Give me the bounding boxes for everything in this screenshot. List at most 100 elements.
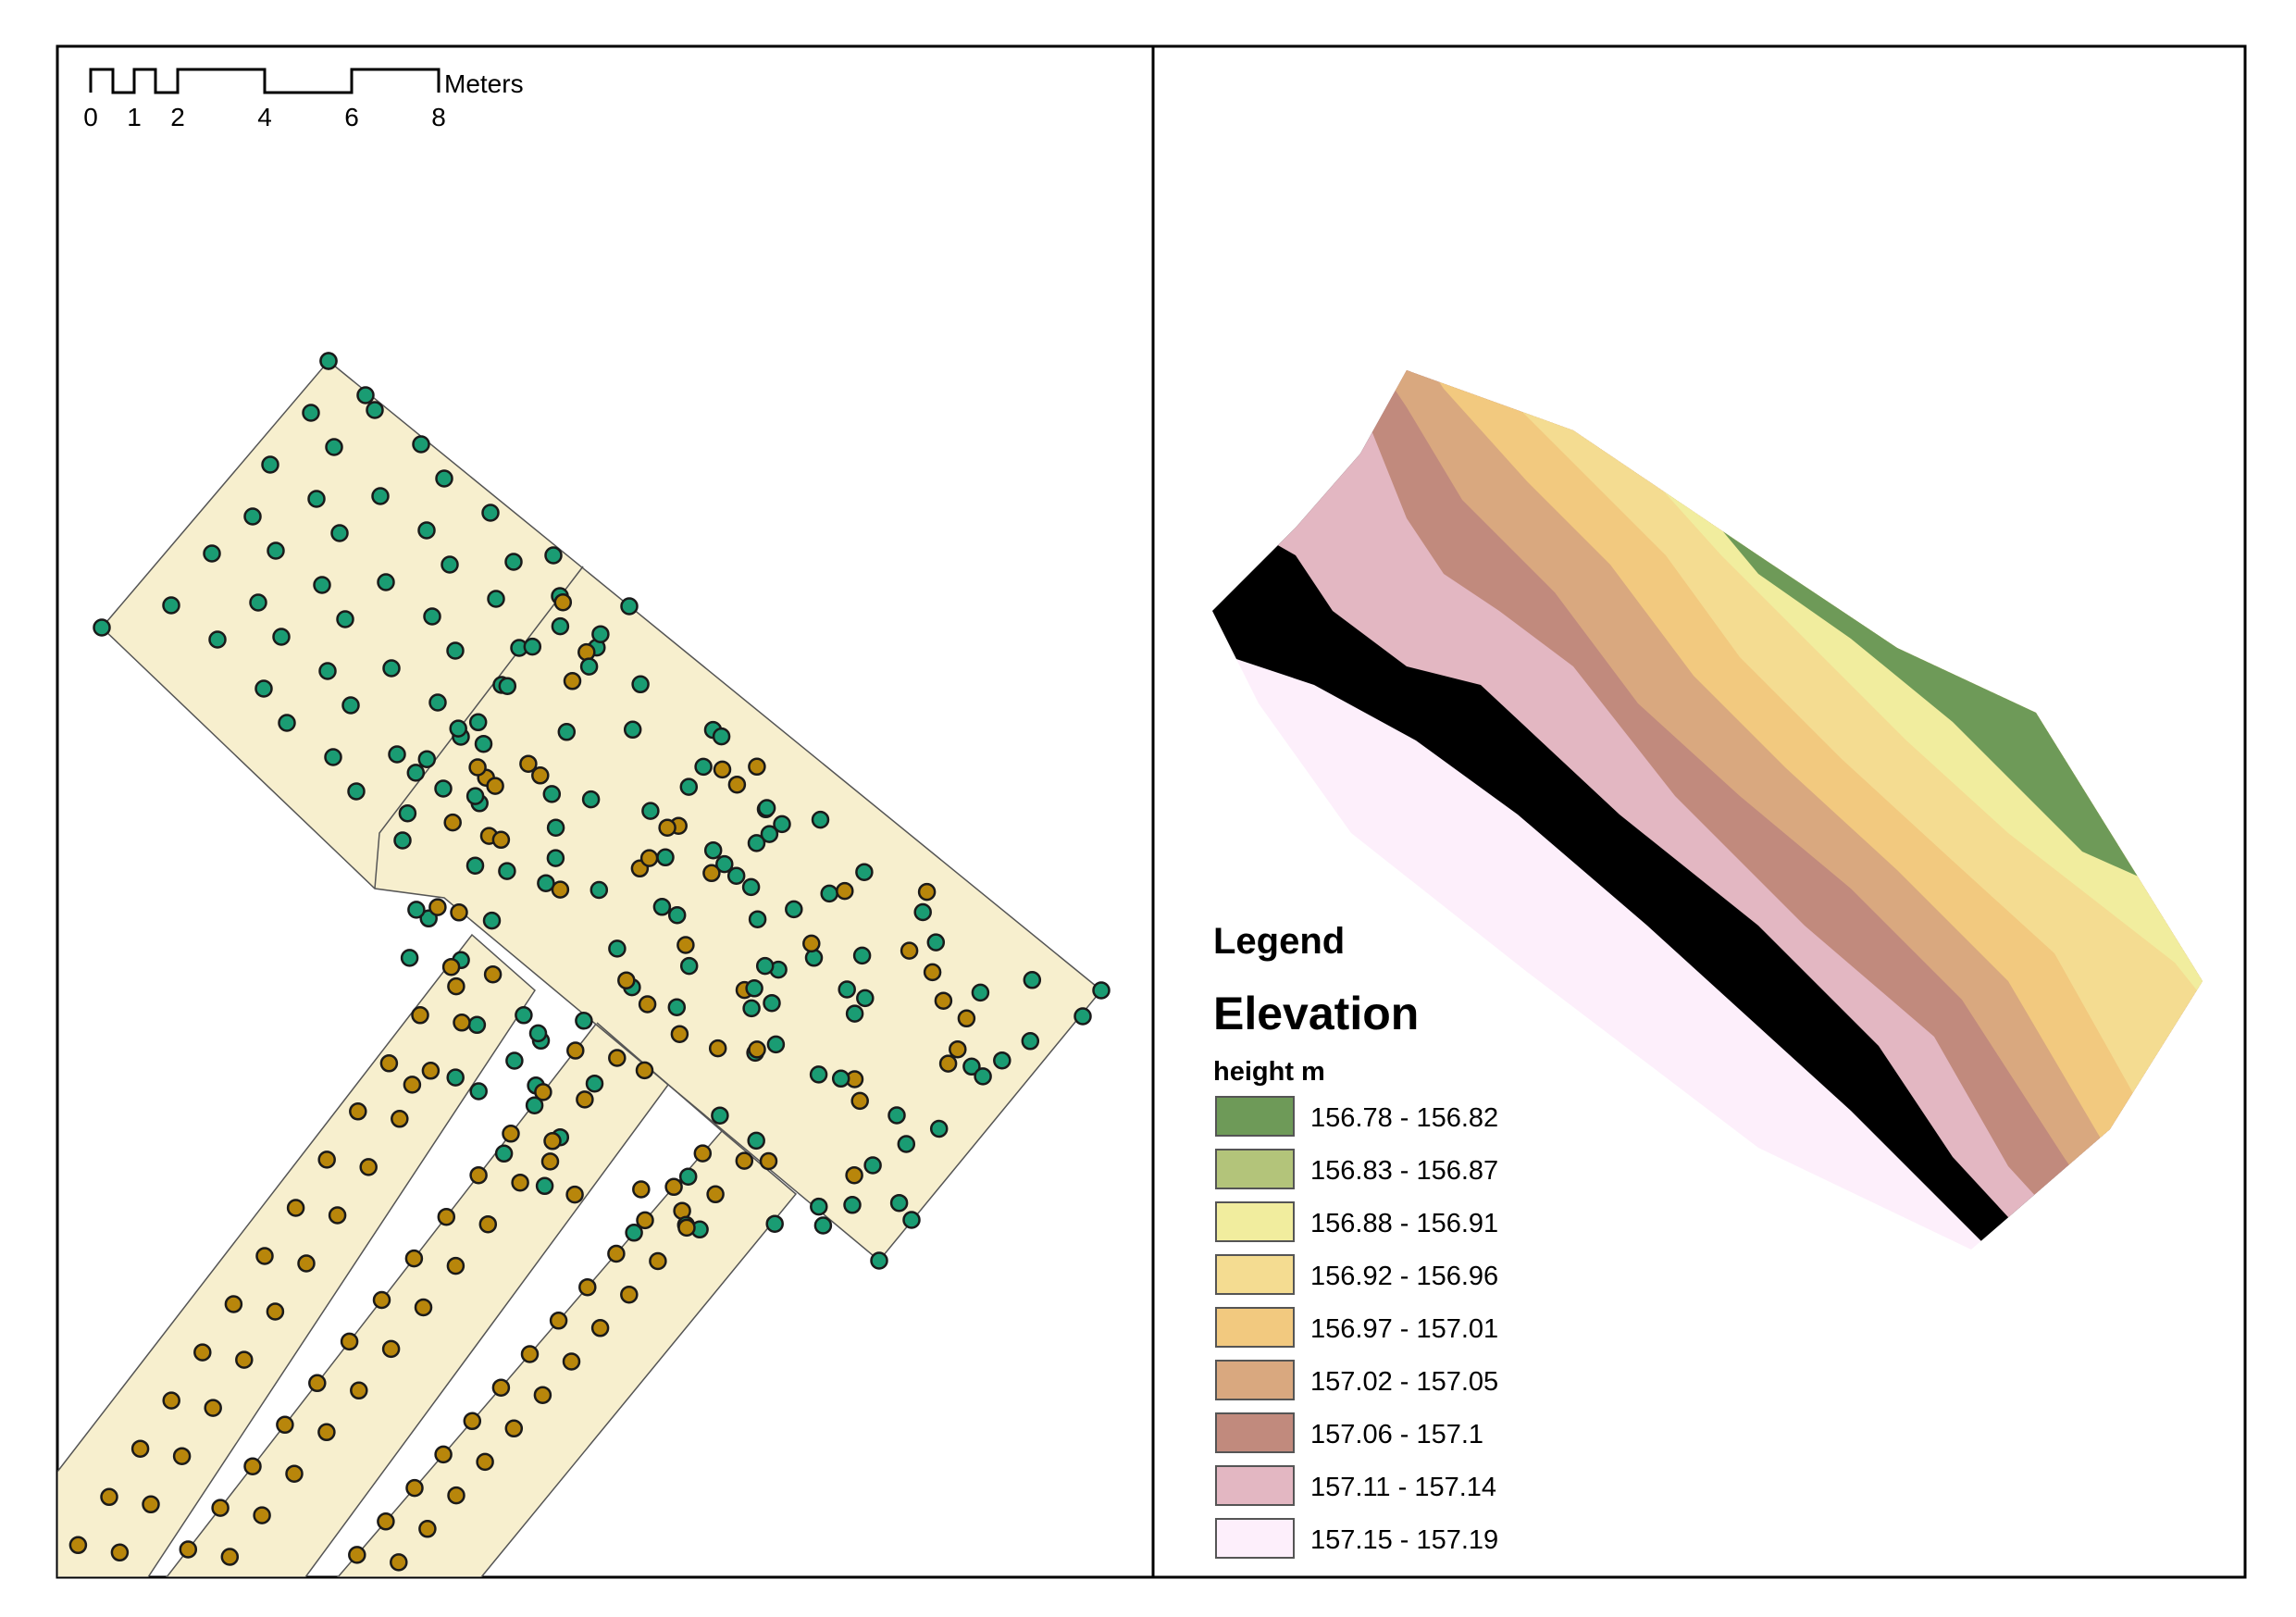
sample-point — [511, 1173, 529, 1192]
sample-point — [607, 1244, 626, 1263]
sample-point — [850, 1091, 869, 1111]
sample-point — [765, 1214, 784, 1233]
sample-point — [563, 672, 582, 690]
sample-point — [887, 1106, 906, 1125]
sample-points — [68, 352, 1111, 1572]
legend-class-label: 156.92 - 156.96 — [1310, 1262, 1498, 1291]
sample-point — [482, 911, 502, 930]
sample-point — [843, 1196, 862, 1214]
sample-point — [341, 696, 360, 715]
sample-point — [255, 1247, 274, 1265]
sample-point — [553, 592, 573, 612]
sample-point — [243, 1457, 262, 1475]
sample-point — [286, 1199, 305, 1217]
sample-point — [520, 1345, 540, 1363]
sample-point — [494, 1144, 514, 1163]
sample-point — [748, 757, 766, 777]
sample-point — [486, 777, 504, 795]
sample-point — [1074, 1007, 1092, 1026]
sample-point — [706, 1185, 725, 1204]
sample-point — [590, 880, 609, 900]
sample-point — [820, 884, 838, 903]
sample-point — [478, 1214, 498, 1234]
sample-point — [318, 662, 337, 680]
sample-point — [382, 659, 401, 678]
sample-point — [317, 1151, 336, 1169]
sample-point — [608, 1049, 627, 1067]
sample-point — [515, 1006, 533, 1025]
sample-point — [487, 590, 505, 608]
sample-point — [694, 757, 713, 777]
sample-point — [1092, 981, 1111, 1000]
sample-point — [446, 1068, 465, 1087]
sample-point — [845, 1165, 863, 1185]
sample-point — [836, 881, 854, 901]
sample-point — [667, 905, 687, 925]
sample-point — [417, 750, 437, 768]
sample-point — [923, 963, 942, 982]
sample-point — [544, 546, 563, 565]
scale-tick-label: 1 — [127, 103, 142, 131]
sample-point — [437, 1207, 456, 1226]
sample-point — [404, 1249, 424, 1268]
sample-point — [350, 1381, 368, 1400]
sample-point — [763, 993, 781, 1013]
sample-point — [379, 1054, 399, 1073]
sample-point — [856, 989, 875, 1008]
sample-point — [631, 675, 650, 694]
sample-point — [450, 903, 468, 922]
legend-title: Legend — [1213, 921, 1345, 962]
legend-swatch — [1215, 1465, 1295, 1506]
sample-point — [220, 1548, 240, 1566]
sample-point — [476, 1452, 494, 1472]
sample-point — [897, 1135, 916, 1153]
sample-point — [670, 1025, 689, 1043]
sample-point — [377, 1512, 395, 1531]
sample-point — [504, 1419, 524, 1438]
sample-point — [463, 1412, 482, 1431]
legend-swatch — [1215, 1307, 1295, 1348]
elevation-surface — [1212, 370, 2203, 1250]
sample-point — [581, 790, 601, 809]
legend-swatch — [1215, 1201, 1295, 1242]
sample-point — [468, 758, 487, 777]
sample-point — [498, 677, 517, 695]
sample-point — [649, 1251, 667, 1271]
sample-point — [679, 956, 699, 976]
legend-layer-name: Elevation — [1213, 988, 1419, 1039]
sample-point — [491, 1378, 511, 1397]
scale-tick-label: 8 — [431, 103, 446, 131]
sample-point — [390, 1553, 408, 1572]
sample-point — [811, 810, 830, 829]
sample-point — [142, 1495, 160, 1514]
sample-point — [434, 779, 453, 798]
sample-point — [971, 983, 990, 1002]
legend-class-label: 156.88 - 156.91 — [1310, 1209, 1498, 1238]
sample-point — [632, 1180, 651, 1199]
sample-point — [679, 777, 699, 796]
sample-point — [667, 998, 687, 1016]
sample-point — [838, 980, 856, 999]
sample-point — [467, 1015, 487, 1035]
legend-swatch — [1215, 1412, 1295, 1453]
sample-point — [465, 856, 485, 875]
sample-point — [715, 854, 734, 874]
sample-point — [469, 1165, 488, 1185]
sample-point — [417, 521, 436, 540]
sample-point — [759, 1151, 778, 1171]
sample-point — [702, 864, 721, 883]
sample-point — [162, 1391, 180, 1410]
sample-point — [748, 910, 767, 928]
sample-point — [93, 618, 111, 637]
sample-point — [676, 936, 695, 954]
sample-point — [542, 785, 562, 803]
sample-point — [372, 1290, 391, 1310]
sample-point — [261, 455, 279, 474]
sample-point — [204, 1399, 222, 1417]
sample-point — [929, 1119, 949, 1138]
map-frame — [56, 44, 2247, 1579]
sample-point — [742, 999, 761, 1018]
sample-point — [68, 1536, 88, 1555]
legend-swatch — [1215, 1149, 1295, 1189]
sample-point — [562, 1352, 581, 1371]
